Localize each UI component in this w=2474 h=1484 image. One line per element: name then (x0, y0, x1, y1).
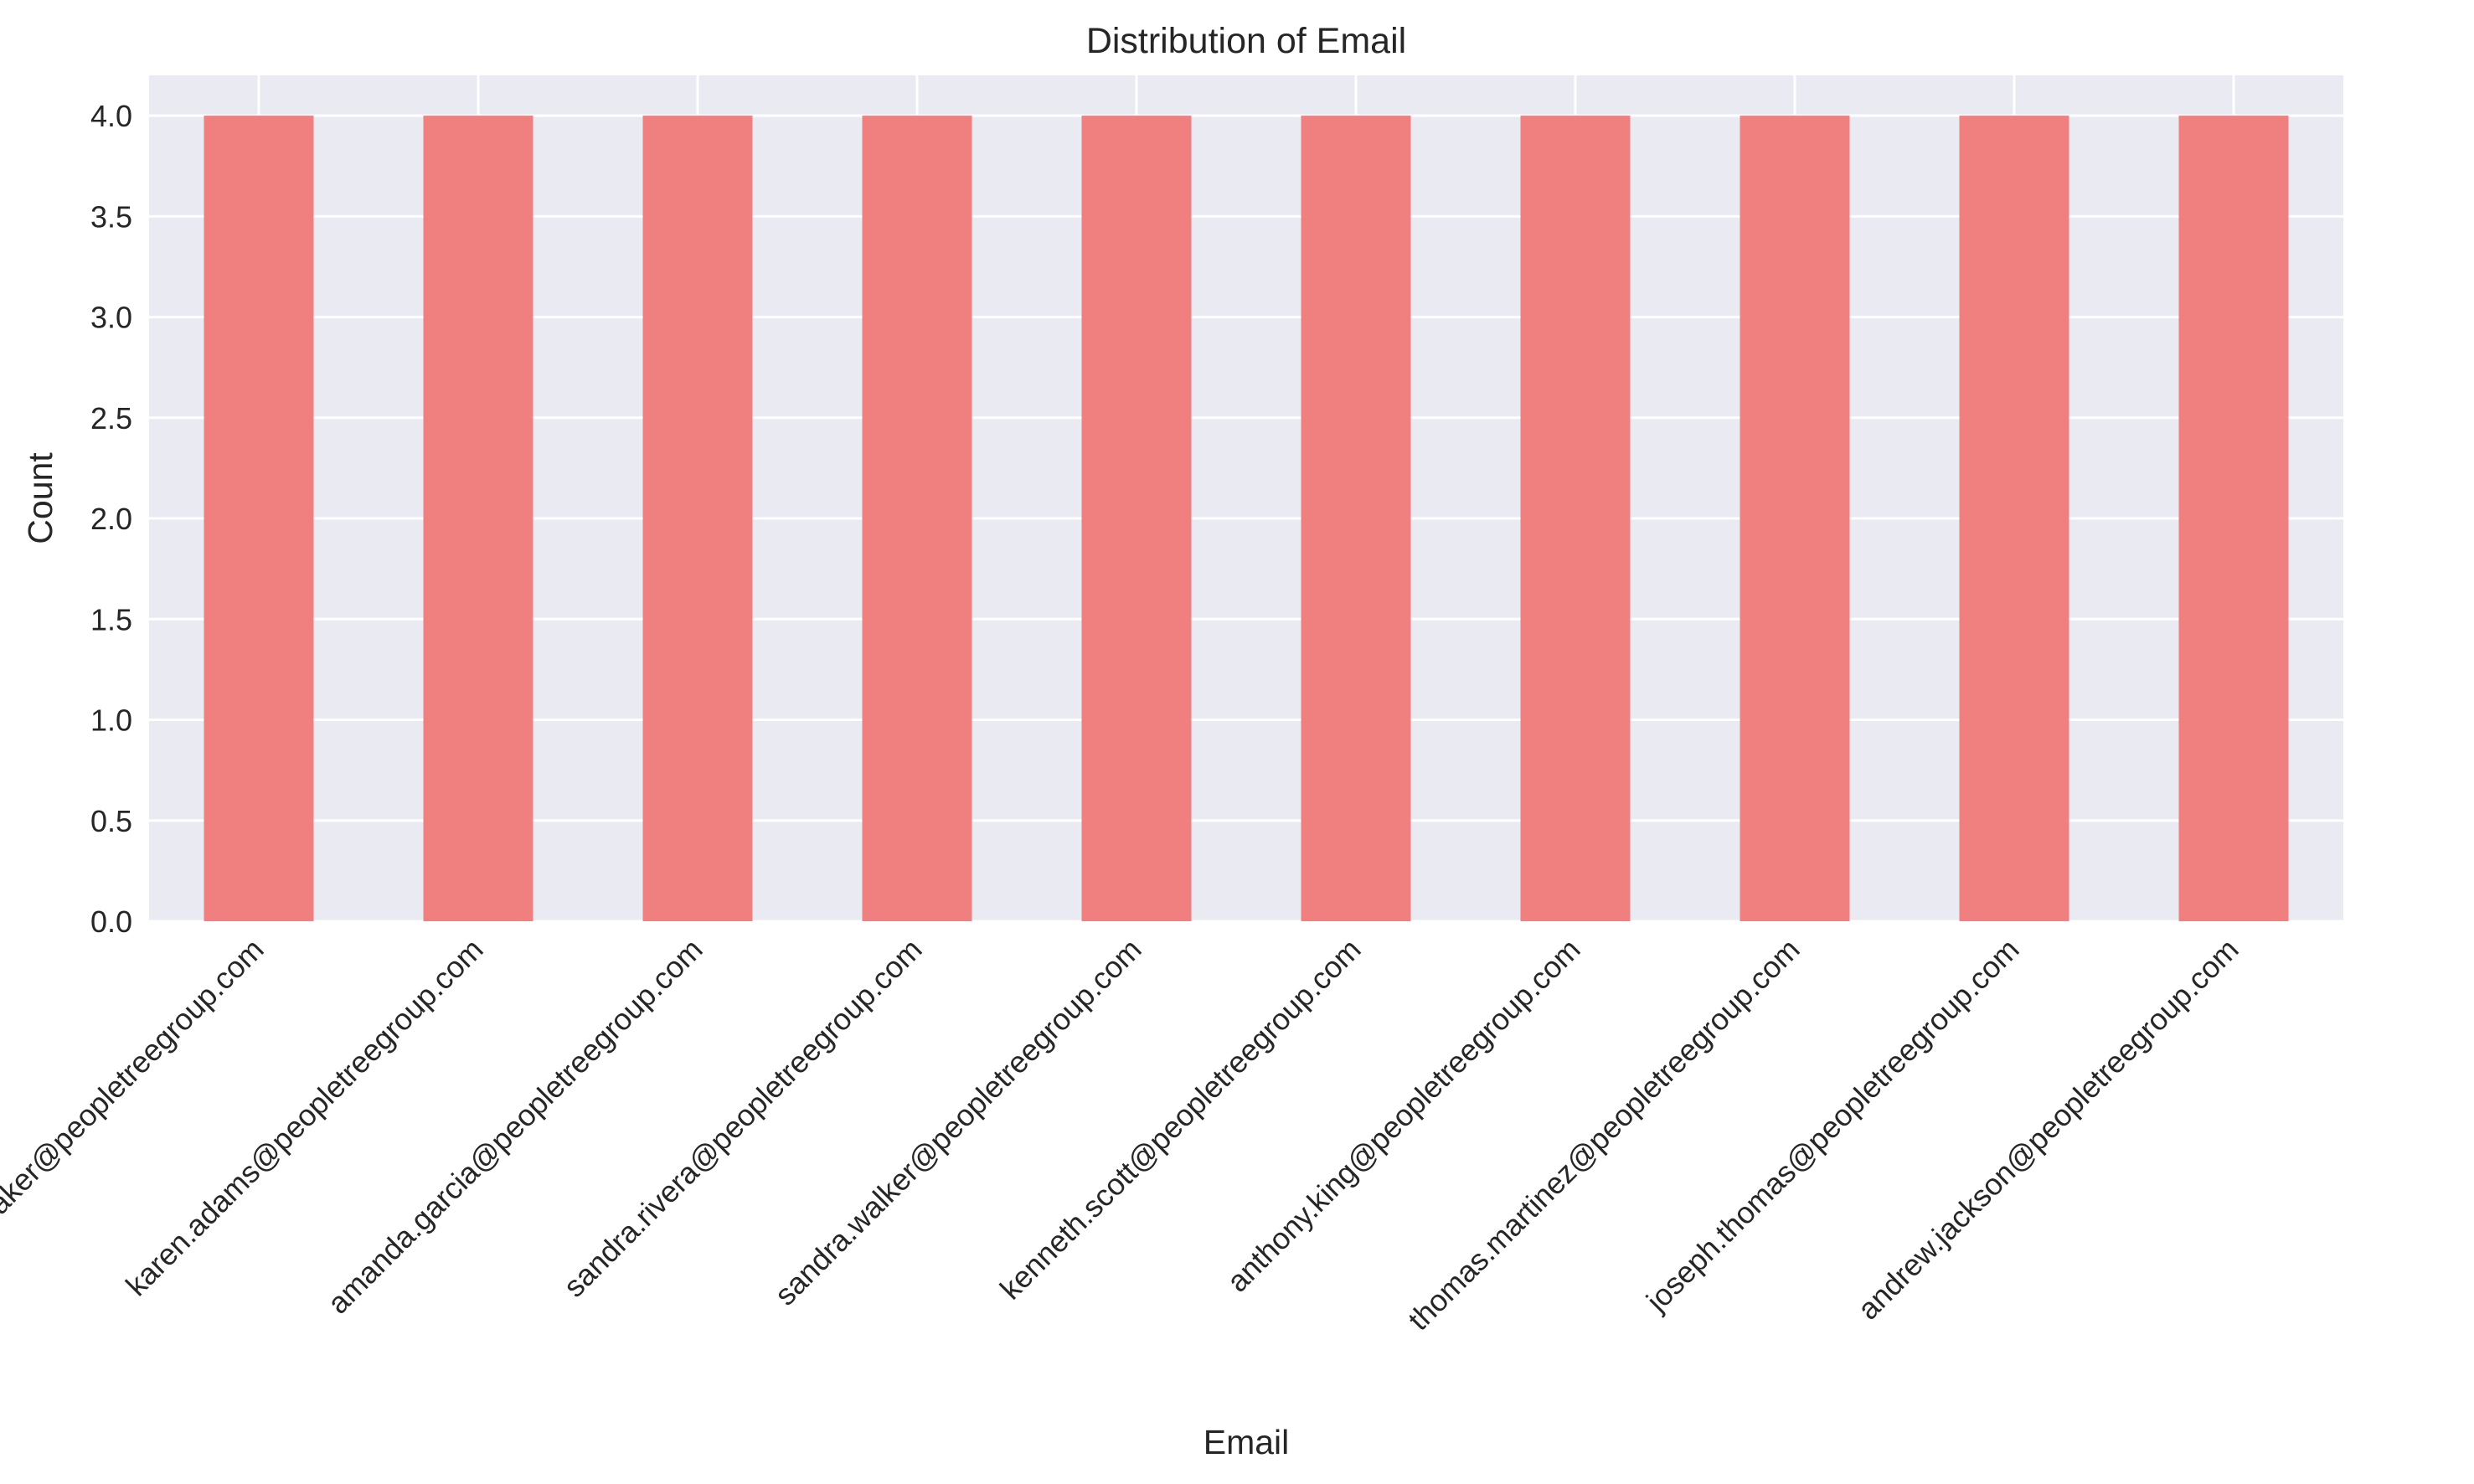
y-tick-labels: 0.0 0.5 1.0 1.5 2.0 2.5 3.0 3.5 4.0 (90, 99, 132, 939)
x-tick-label: sandra.rivera@peopletreegroup.com (557, 932, 929, 1304)
x-tick-label: anthony.king@peopletreegroup.com (1220, 932, 1587, 1299)
bar (423, 116, 533, 922)
x-tick-label: amanda.garcia@peopletreegroup.com (321, 932, 709, 1321)
bar (642, 116, 753, 922)
y-tick-label: 2.5 (90, 401, 132, 435)
x-axis-label: Email (1203, 1423, 1290, 1461)
x-tick-label: karen.adams@peopletreegroup.com (119, 932, 490, 1303)
x-tick-label: thomas.martinez@peopletreegroup.com (1401, 932, 1807, 1337)
bar (1740, 116, 1850, 922)
x-tick-label: joseph.thomas@peopletreegroup.com (1639, 932, 2026, 1319)
bar (1301, 116, 1411, 922)
y-tick-label: 3.5 (90, 199, 132, 234)
x-tick-labels: donna.baker@peopletreegroup.comkaren.ada… (0, 932, 2245, 1337)
y-tick-label: 1.5 (90, 602, 132, 636)
y-tick-label: 1.0 (90, 703, 132, 738)
bar (204, 116, 314, 922)
bar (1959, 116, 2069, 922)
x-tick-label: kenneth.scott@peopletreegroup.com (993, 932, 1368, 1306)
bar (862, 116, 972, 922)
y-axis-label: Count (21, 452, 59, 544)
y-tick-label: 0.0 (90, 904, 132, 939)
bar (2178, 116, 2289, 922)
chart-title: Distribution of Email (1086, 21, 1406, 61)
y-tick-label: 3.0 (90, 301, 132, 335)
x-tick-label: sandra.walker@peopletreegroup.com (768, 932, 1148, 1312)
y-tick-label: 0.5 (90, 804, 132, 838)
y-tick-label: 2.0 (90, 502, 132, 536)
bars (204, 116, 2289, 922)
x-tick-label: andrew.jackson@peopletreegroup.com (1851, 932, 2245, 1327)
y-tick-label: 4.0 (90, 99, 132, 133)
x-tick-label: donna.baker@peopletreegroup.com (0, 932, 271, 1298)
bar (1081, 116, 1192, 922)
bar (1520, 116, 1631, 922)
